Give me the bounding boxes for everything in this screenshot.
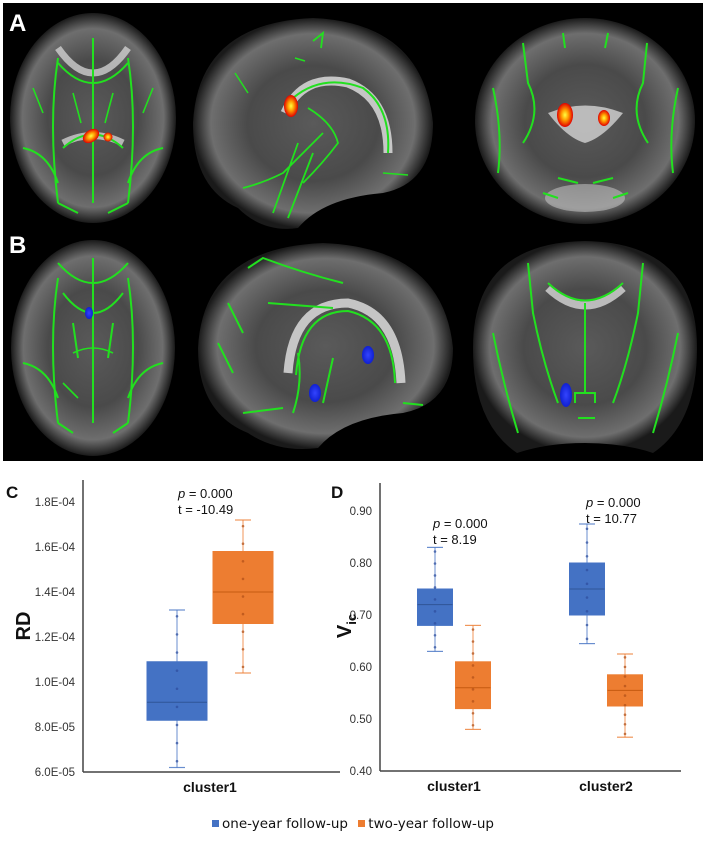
y-tick-label: 1.2E-04 — [35, 632, 76, 644]
panel-label-c: C — [6, 483, 18, 502]
p-value-label: p = 0.000 — [432, 516, 488, 531]
sagittal-slice-a — [193, 18, 433, 229]
y-tick-label: 0.80 — [350, 558, 372, 570]
box-cluster2-two-year — [607, 653, 643, 738]
chart-legend: one-year follow-up two-year follow-up — [0, 815, 706, 832]
svg-text:Vic: Vic — [334, 614, 359, 638]
y-tick-label: 1.4E-04 — [35, 587, 76, 599]
legend-item-two-year: two-year follow-up — [358, 816, 494, 832]
chart-d-vic: D 0.40 0.50 0.60 0.70 0.80 0.90 Vic p = 0.000… — [331, 483, 681, 794]
y-tick-label: 1.0E-04 — [35, 677, 76, 689]
x-category-label: cluster1 — [183, 779, 237, 795]
legend-label: one-year follow-up — [222, 815, 348, 832]
axial-slice-a — [10, 13, 176, 223]
legend-label: two-year follow-up — [368, 815, 494, 832]
y-axis-label: RD — [13, 612, 35, 641]
row-b-slices — [11, 240, 697, 456]
y-axis-ticks: 0.40 0.50 0.60 0.70 0.80 0.90 — [350, 506, 372, 778]
t-value-label: t = 10.77 — [586, 511, 637, 526]
y-tick-label: 0.40 — [350, 766, 372, 778]
x-category-label: cluster2 — [579, 778, 633, 794]
y-tick-label: 0.90 — [350, 506, 372, 518]
box-cluster1-two-year — [212, 519, 274, 674]
p-value-label: p = 0.000 — [177, 486, 233, 501]
box-cluster1-one-year — [146, 609, 208, 769]
panel-label-d: D — [331, 483, 343, 502]
y-tick-label: 0.60 — [350, 662, 372, 674]
panel-label-b: B — [9, 232, 26, 259]
y-tick-label: 0.70 — [350, 610, 372, 622]
brain-mri-figure: A — [3, 3, 703, 461]
y-tick-label: 8.0E-05 — [35, 722, 75, 734]
legend-item-one-year: one-year follow-up — [212, 816, 348, 832]
coronal-slice-b — [473, 241, 697, 453]
box-cluster1-two-year — [455, 624, 491, 731]
y-tick-label: 1.8E-04 — [35, 497, 76, 509]
box-cluster1-one-year — [417, 546, 453, 653]
p-value-label: p = 0.000 — [585, 495, 641, 510]
x-category-label: cluster1 — [427, 778, 481, 794]
box-cluster2-one-year — [569, 523, 605, 645]
y-axis-label: Vic — [334, 614, 359, 638]
row-a-slices — [10, 13, 695, 229]
t-value-label: t = 8.19 — [433, 532, 477, 547]
axial-slice-b — [11, 240, 175, 456]
x-axis-categories: cluster1 — [183, 779, 237, 795]
legend-swatch-blue-icon — [212, 820, 219, 827]
coronal-slice-a — [475, 18, 695, 224]
y-tick-label: 6.0E-05 — [35, 767, 75, 779]
t-value-label: t = -10.49 — [178, 502, 233, 517]
y-tick-label: 1.6E-04 — [35, 542, 76, 554]
x-axis-categories: cluster1 cluster2 — [427, 778, 633, 794]
y-tick-label: 0.50 — [350, 714, 372, 726]
panel-label-a: A — [9, 10, 26, 37]
legend-swatch-orange-icon — [358, 820, 366, 827]
box-plots — [417, 523, 643, 738]
brain-slices-svg: A — [9, 10, 697, 456]
y-axis-ticks: 6.0E-05 8.0E-05 1.0E-04 1.2E-04 1.4E-04 1.6E-… — [35, 497, 76, 779]
chart-c-rd: C 6.0E-05 8.0E-05 1.0E-04 1.2E-04 1.4E-04 1.6… — [6, 480, 340, 795]
sagittal-slice-b — [198, 243, 453, 449]
box-plots — [146, 519, 274, 769]
box-plot-charts: C 6.0E-05 8.0E-05 1.0E-04 1.2E-04 1.4E-04 1.6… — [6, 480, 681, 795]
